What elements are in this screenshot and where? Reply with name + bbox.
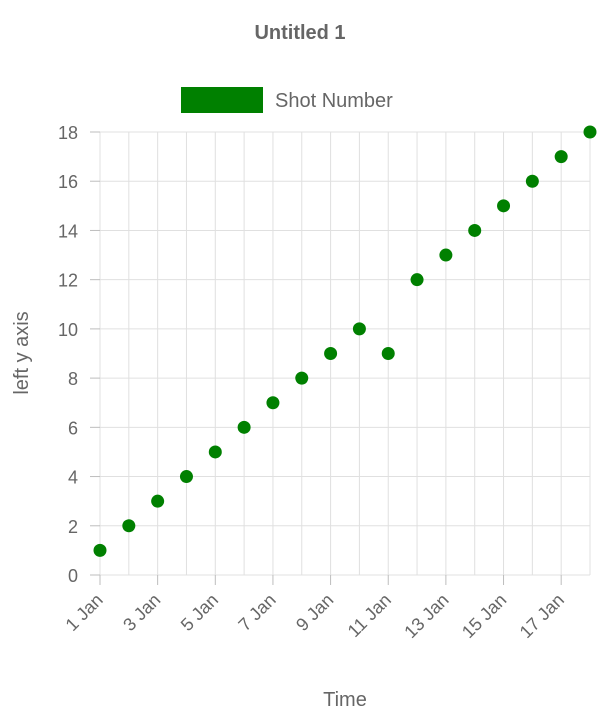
- data-point[interactable]: [295, 371, 309, 385]
- y-tick-label: 16: [58, 172, 78, 192]
- legend-label: Shot Number: [275, 90, 393, 112]
- y-tick-label: 12: [58, 271, 78, 291]
- y-axis-label: left y axis: [11, 311, 33, 394]
- x-tick-label: 3 Jan: [119, 590, 164, 635]
- y-axis-ticks: 0 2 4 6 8 10 12 14 16 18: [58, 123, 100, 586]
- data-point[interactable]: [151, 494, 165, 508]
- y-tick-label: 18: [58, 123, 78, 143]
- data-point[interactable]: [93, 543, 107, 557]
- x-tick-label: 7 Jan: [234, 590, 279, 635]
- x-tick-label: 9 Jan: [292, 590, 337, 635]
- y-tick-label: 4: [68, 468, 78, 488]
- x-tick-label: 17 Jan: [516, 590, 568, 642]
- data-point[interactable]: [381, 347, 395, 360]
- x-axis-ticks: 1 Jan 3 Jan 5 Jan 7 Jan 9 Jan 11 Jan 13 Jan 15 …: [62, 575, 568, 642]
- data-point[interactable]: [525, 174, 539, 188]
- y-tick-label: 0: [68, 566, 78, 586]
- data-point[interactable]: [266, 396, 280, 410]
- y-tick-label: 10: [58, 320, 78, 340]
- chart-title: Untitled 1: [254, 22, 345, 44]
- data-point[interactable]: [324, 347, 338, 360]
- grid: [99, 131, 591, 576]
- data-point[interactable]: [497, 199, 511, 213]
- y-tick-label: 14: [58, 221, 78, 241]
- y-tick-label: 8: [68, 369, 78, 389]
- data-points: [93, 125, 597, 557]
- y-tick-label: 6: [68, 418, 78, 438]
- y-tick-label: 2: [68, 517, 78, 537]
- legend[interactable]: Shot Number: [181, 87, 393, 113]
- data-point[interactable]: [179, 470, 193, 484]
- x-axis-label: Time: [323, 689, 367, 711]
- data-point[interactable]: [554, 150, 568, 164]
- data-point[interactable]: [352, 322, 366, 336]
- data-point[interactable]: [468, 223, 482, 237]
- data-point[interactable]: [208, 445, 222, 459]
- x-tick-label: 11 Jan: [344, 590, 395, 641]
- legend-swatch: [181, 87, 263, 113]
- data-point[interactable]: [583, 125, 597, 139]
- x-tick-label: 13 Jan: [400, 590, 452, 642]
- data-point[interactable]: [439, 248, 453, 262]
- x-tick-label: 5 Jan: [177, 590, 222, 635]
- data-point[interactable]: [410, 273, 424, 287]
- data-point[interactable]: [237, 420, 251, 434]
- data-point[interactable]: [122, 519, 136, 533]
- x-tick-label: 15 Jan: [458, 590, 510, 642]
- x-tick-label: 1 Jan: [62, 590, 107, 635]
